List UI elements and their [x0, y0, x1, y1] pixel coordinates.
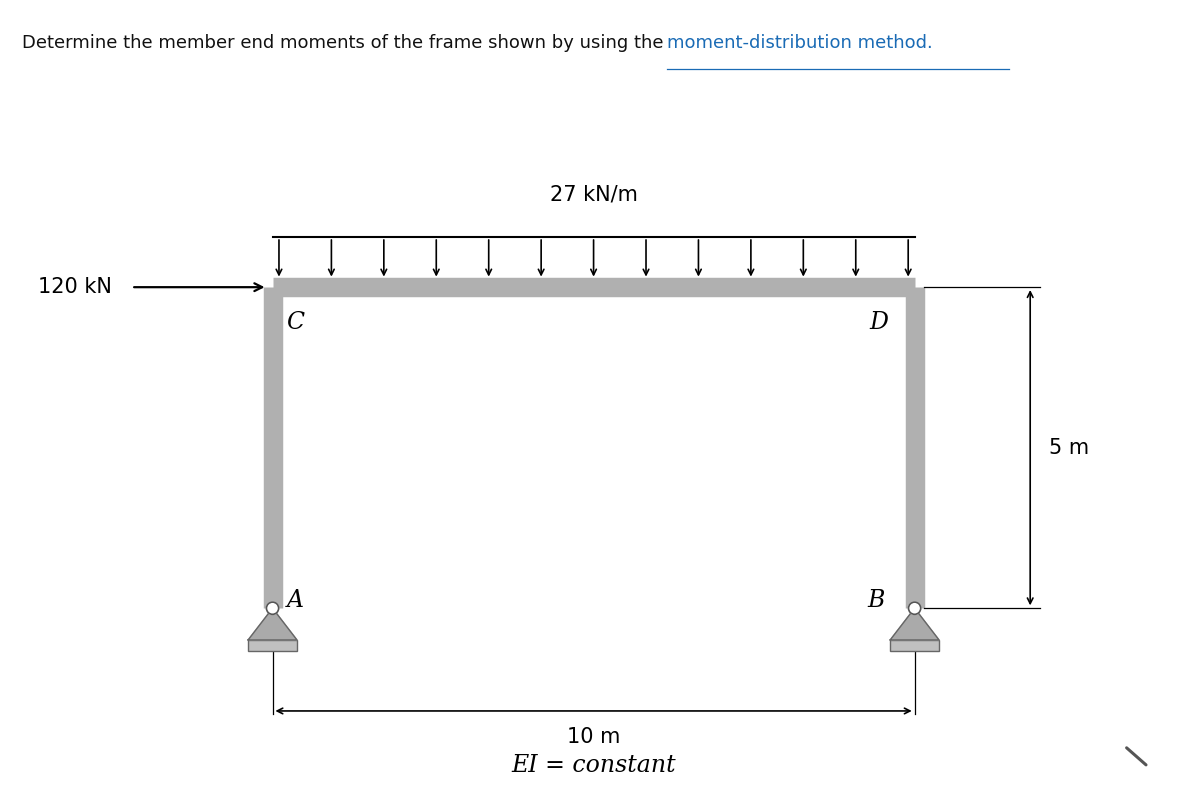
Bar	[890, 640, 940, 651]
Text: 5 m: 5 m	[1050, 437, 1090, 458]
Text: 27 kN/m: 27 kN/m	[550, 184, 637, 204]
Polygon shape	[248, 608, 296, 640]
Text: Determine the member end moments of the frame shown by using the: Determine the member end moments of the …	[22, 34, 668, 51]
Circle shape	[908, 602, 920, 615]
Bar	[248, 640, 296, 651]
Text: C: C	[286, 311, 304, 334]
Text: B: B	[868, 589, 884, 612]
Text: 10 m: 10 m	[566, 727, 620, 747]
Text: A: A	[287, 589, 304, 612]
Circle shape	[266, 602, 278, 615]
Text: moment-distribution method.: moment-distribution method.	[667, 34, 932, 51]
Text: D: D	[870, 311, 889, 334]
Text: 120 kN: 120 kN	[38, 277, 112, 297]
Text: EI = constant: EI = constant	[511, 754, 676, 777]
Polygon shape	[890, 608, 940, 640]
